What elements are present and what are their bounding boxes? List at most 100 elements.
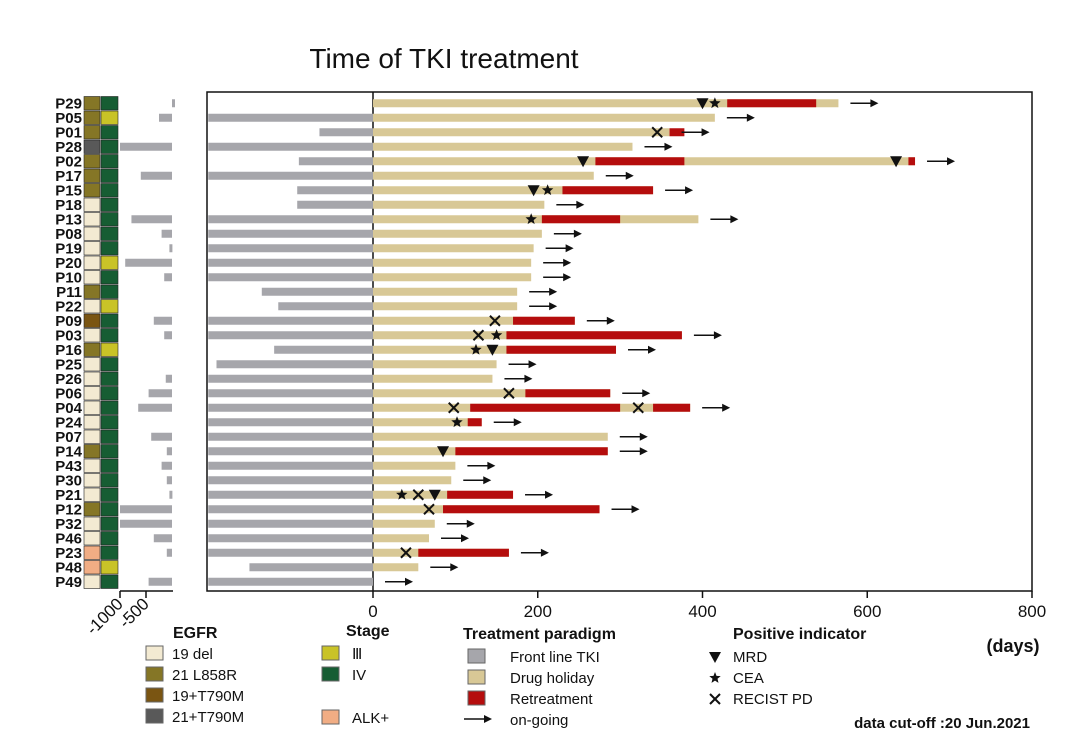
front-line-bar <box>274 345 373 354</box>
stage-cell <box>100 429 119 444</box>
stage-cell <box>100 284 119 299</box>
arrow-head <box>450 563 459 572</box>
patient-row: P24 <box>55 414 522 431</box>
egfr-cell <box>83 255 101 270</box>
x-tick-label: 600 <box>853 602 881 621</box>
cea-marker <box>709 97 721 109</box>
egfr-cell <box>83 342 101 357</box>
patient-row: P29 <box>55 95 879 112</box>
pd-stroke <box>448 402 460 414</box>
patient-id-label: P43 <box>55 458 82 475</box>
patient-row: P10 <box>55 269 572 286</box>
egfr-cell <box>83 183 101 198</box>
front-line-bar-left <box>159 113 172 122</box>
drug-holiday-bar <box>373 360 497 369</box>
patient-id-label: P09 <box>55 313 82 330</box>
patient-id-label: P30 <box>55 472 82 489</box>
retreatment-bar <box>908 157 916 166</box>
pd-marker <box>400 547 412 559</box>
cea-marker <box>470 343 482 355</box>
legend-paradigm-swatch <box>467 648 486 664</box>
patient-row: P20 <box>55 255 572 272</box>
stage-cell <box>100 299 119 314</box>
front-line-bar-left <box>131 215 172 224</box>
drug-holiday-bar <box>373 461 456 470</box>
legend-paradigm-title: Treatment paradigm <box>463 626 616 643</box>
ongoing-arrow <box>622 389 651 398</box>
arrow-head <box>713 331 722 340</box>
legend-stage-label: Ⅲ <box>352 646 362 663</box>
pd-stroke <box>503 387 515 399</box>
egfr-cell <box>83 212 101 227</box>
stage-cell <box>100 255 119 270</box>
retreatment-bar <box>447 490 514 499</box>
front-line-bar-left <box>169 490 173 499</box>
ongoing-arrow <box>556 200 585 209</box>
front-line-bar-left <box>161 461 172 470</box>
stage-cell <box>100 154 119 169</box>
front-line-bar <box>208 113 373 122</box>
legend-alk-label: ALK+ <box>352 710 389 727</box>
stage-cell <box>100 371 119 386</box>
egfr-cell <box>83 386 101 401</box>
front-line-bar-left <box>151 432 172 441</box>
front-line-bar <box>208 461 373 470</box>
front-line-bar <box>208 316 373 325</box>
patient-id-label: P29 <box>55 95 82 112</box>
ongoing-arrow <box>553 229 582 238</box>
front-line-bar <box>208 476 373 485</box>
drug-holiday-bar <box>373 534 430 543</box>
mrd-marker <box>577 156 590 168</box>
x-tick-label: 800 <box>1018 602 1046 621</box>
legend-egfr-swatch <box>145 645 164 661</box>
stage-cell <box>100 415 119 430</box>
stage-cell <box>100 487 119 502</box>
stage-cell <box>100 139 119 154</box>
stage-cell <box>100 444 119 459</box>
retreatment-bar <box>418 548 509 557</box>
drug-holiday-bar <box>373 113 715 122</box>
front-line-bar-left <box>166 548 172 557</box>
patient-id-label: P04 <box>55 400 82 417</box>
arrow-head <box>648 345 657 354</box>
patient-row: P23 <box>55 545 549 562</box>
arrow-head <box>483 476 492 485</box>
patient-id-label: P23 <box>55 545 82 562</box>
front-line-bar <box>208 505 373 514</box>
pd-marker <box>709 693 721 705</box>
mrd-marker <box>437 446 450 458</box>
patient-row: P17 <box>55 168 634 185</box>
egfr-cell <box>83 429 101 444</box>
arrow-head <box>730 215 739 224</box>
egfr-cell <box>83 110 101 125</box>
front-line-bar <box>208 432 373 441</box>
patient-id-label: P32 <box>55 516 82 533</box>
patient-row: P16 <box>55 342 657 359</box>
front-line-bar <box>208 258 373 267</box>
front-line-bar-left <box>120 505 172 514</box>
ongoing-arrow <box>430 563 459 572</box>
pd-stroke <box>400 547 412 559</box>
arrow-head <box>461 534 470 543</box>
ongoing-arrow <box>927 157 956 166</box>
patient-row: P11 <box>56 284 558 301</box>
front-line-bar-left <box>125 258 172 267</box>
front-line-bar-left <box>172 99 175 108</box>
drug-holiday-bar <box>373 99 839 108</box>
legend-paradigm-label: Front line TKI <box>510 649 600 666</box>
patient-row: P15 <box>55 182 694 199</box>
front-line-bar-left <box>153 534 172 543</box>
drug-holiday-bar <box>373 229 542 238</box>
stage-cell <box>100 531 119 546</box>
cea-marker <box>451 416 463 428</box>
arrow-head <box>484 715 492 723</box>
pd-stroke <box>709 693 721 705</box>
front-line-bar <box>208 215 373 224</box>
front-line-bar <box>208 577 373 586</box>
front-line-bar <box>208 389 373 398</box>
patient-row: P19 <box>55 240 574 257</box>
patient-id-label: P19 <box>55 240 82 257</box>
stage-cell <box>100 168 119 183</box>
legend-stage-swatch <box>321 645 340 661</box>
patient-id-label: P17 <box>55 168 82 185</box>
